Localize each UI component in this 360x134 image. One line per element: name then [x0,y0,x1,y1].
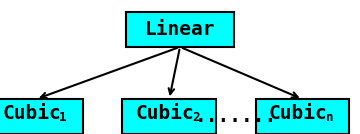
Text: Linear: Linear [145,20,215,39]
FancyBboxPatch shape [256,99,349,134]
Text: .......: ....... [195,107,277,126]
Text: Cubic: Cubic [135,104,194,123]
Text: n: n [326,111,333,124]
Text: Cubic: Cubic [269,104,328,123]
Text: 2: 2 [193,111,200,124]
FancyBboxPatch shape [122,99,216,134]
Text: Cubic: Cubic [2,104,61,123]
FancyBboxPatch shape [126,12,234,47]
FancyBboxPatch shape [0,99,83,134]
Text: 1: 1 [59,111,67,124]
